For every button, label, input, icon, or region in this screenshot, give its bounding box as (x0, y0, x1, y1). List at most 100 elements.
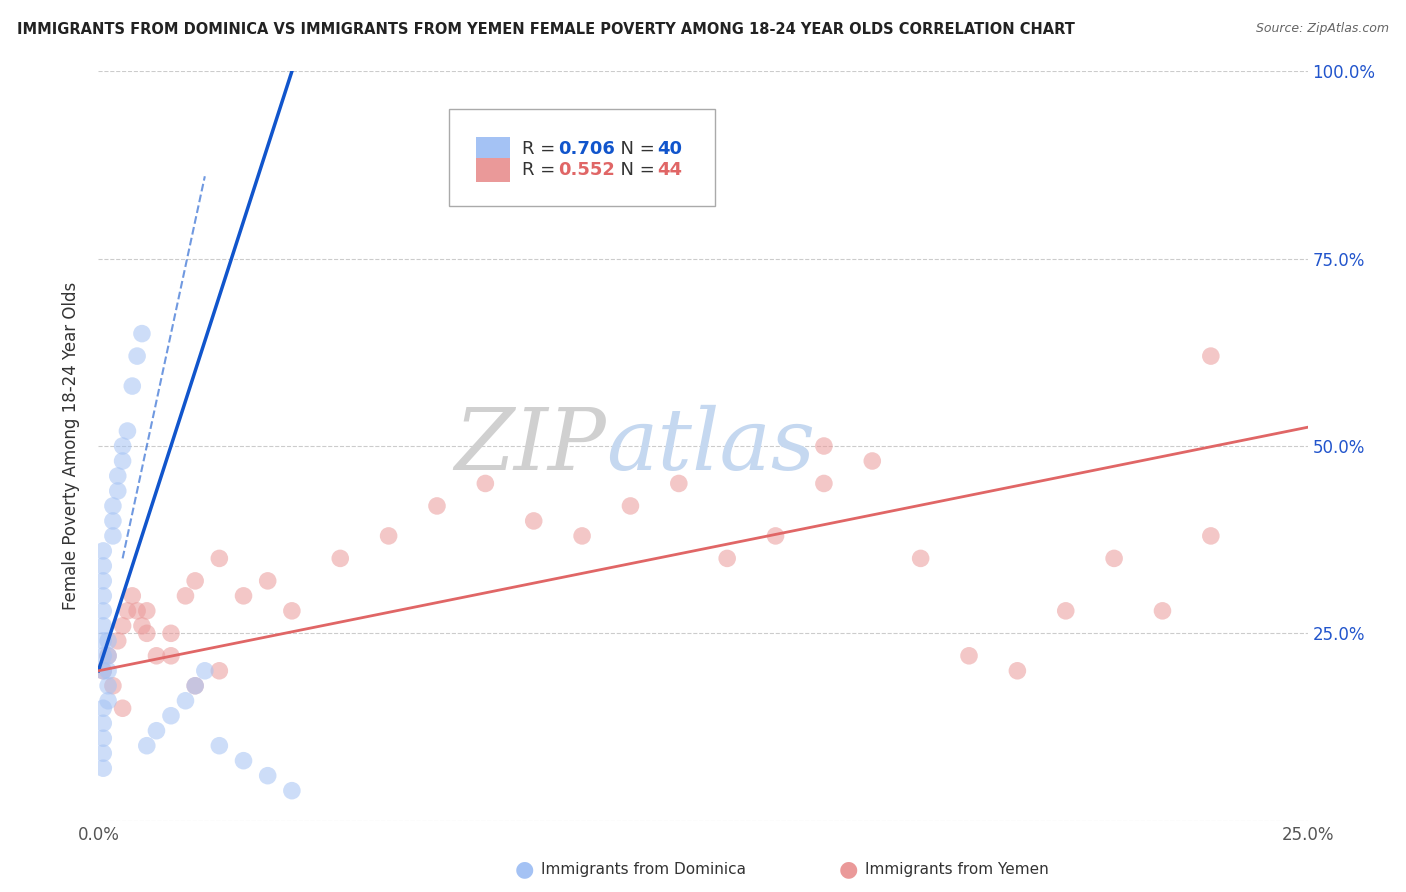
Point (329, 551, 352, 566)
Text: IMMIGRANTS FROM DOMINICA VS IMMIGRANTS FROM YEMEN FEMALE POVERTY AMONG 18-24 YEA: IMMIGRANTS FROM DOMINICA VS IMMIGRANTS F… (17, 22, 1074, 37)
Point (377, 529, 399, 543)
Point (101, 679, 124, 693)
Bar (475, 158, 509, 182)
Point (184, 574, 207, 588)
Point (281, 783, 304, 797)
Point (91, 544, 114, 558)
Point (232, 589, 254, 603)
Point (1199, 529, 1222, 543)
Text: 44: 44 (657, 161, 682, 179)
Point (91, 701, 114, 715)
Point (111, 439, 134, 453)
Point (232, 754, 254, 768)
Point (101, 499, 124, 513)
Point (474, 476, 496, 491)
Point (208, 551, 231, 566)
Point (145, 723, 167, 738)
Point (184, 679, 207, 693)
Point (101, 514, 124, 528)
Point (194, 664, 217, 678)
Text: 40: 40 (657, 140, 682, 158)
Text: Immigrants from Yemen: Immigrants from Yemen (865, 863, 1049, 877)
Point (160, 648, 183, 663)
Point (813, 439, 835, 453)
Point (208, 739, 231, 753)
Point (91, 619, 114, 633)
Point (957, 648, 980, 663)
Point (160, 708, 183, 723)
Point (101, 529, 124, 543)
Point (860, 454, 883, 468)
Point (111, 454, 134, 468)
Point (1102, 551, 1125, 566)
Point (145, 648, 167, 663)
Point (1152, 604, 1174, 618)
Point (97, 694, 120, 708)
Point (111, 701, 134, 715)
FancyBboxPatch shape (449, 109, 716, 206)
Point (184, 679, 207, 693)
Point (426, 499, 449, 513)
Point (121, 379, 143, 393)
Text: ZIP: ZIP (454, 405, 606, 487)
Text: atlas: atlas (606, 405, 815, 487)
Text: ●: ● (515, 860, 534, 880)
Point (1007, 664, 1029, 678)
Point (91, 589, 114, 603)
Point (910, 551, 932, 566)
Point (97, 648, 120, 663)
Point (523, 514, 546, 528)
Text: 0.706: 0.706 (558, 140, 614, 158)
Point (91, 604, 114, 618)
Point (91, 716, 114, 731)
Point (117, 604, 139, 618)
Point (135, 739, 157, 753)
Point (107, 469, 129, 483)
Point (716, 551, 738, 566)
Text: Immigrants from Dominica: Immigrants from Dominica (541, 863, 747, 877)
Point (127, 349, 149, 363)
Point (91, 746, 114, 760)
Point (91, 558, 114, 573)
Point (91, 633, 114, 648)
Point (256, 574, 278, 588)
Point (1199, 349, 1222, 363)
Point (208, 664, 231, 678)
Point (107, 483, 129, 498)
Point (91, 664, 114, 678)
Bar (475, 137, 509, 161)
Point (91, 731, 114, 746)
Point (91, 761, 114, 775)
Point (1054, 604, 1077, 618)
Point (91, 574, 114, 588)
Point (131, 326, 153, 341)
Text: Source: ZipAtlas.com: Source: ZipAtlas.com (1256, 22, 1389, 36)
Y-axis label: Female Poverty Among 18-24 Year Olds: Female Poverty Among 18-24 Year Olds (62, 282, 80, 610)
Point (765, 529, 787, 543)
Point (813, 476, 835, 491)
Text: R =: R = (522, 161, 561, 179)
Text: N =: N = (609, 161, 661, 179)
Point (174, 589, 197, 603)
Point (668, 476, 690, 491)
Text: ●: ● (838, 860, 858, 880)
Point (97, 648, 120, 663)
Point (97, 633, 120, 648)
Point (135, 626, 157, 640)
Text: 0.552: 0.552 (558, 161, 614, 179)
Point (91, 664, 114, 678)
Point (121, 589, 143, 603)
Point (97, 679, 120, 693)
Point (256, 769, 278, 783)
Point (91, 648, 114, 663)
Point (571, 529, 593, 543)
Point (127, 604, 149, 618)
Point (131, 619, 153, 633)
Point (117, 424, 139, 438)
Point (135, 604, 157, 618)
Point (174, 694, 197, 708)
Text: N =: N = (609, 140, 661, 158)
Text: R =: R = (522, 140, 561, 158)
Point (111, 619, 134, 633)
Point (160, 626, 183, 640)
